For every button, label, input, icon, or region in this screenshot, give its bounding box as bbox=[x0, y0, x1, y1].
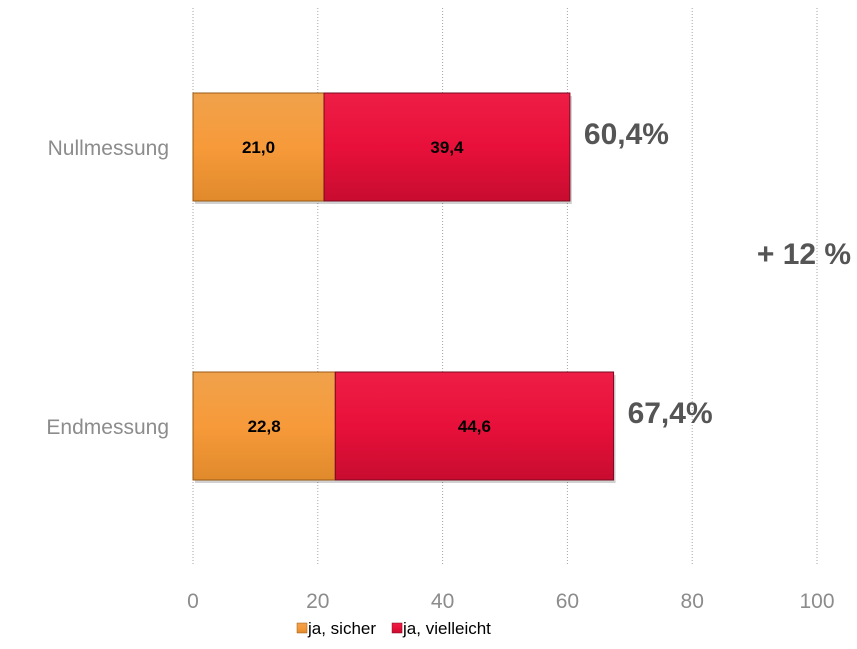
change-annotation: + 12 % bbox=[757, 238, 851, 271]
bars bbox=[192, 92, 616, 483]
legend-label: ja, vielleicht bbox=[402, 619, 491, 638]
bar-value-label: 21,0 bbox=[242, 138, 275, 157]
chart-labels: 0 20 40 60 80 100 21,0 39,4 Nullmessung 60,4% 22,8… bbox=[46, 118, 834, 613]
bar-value-label: 22,8 bbox=[248, 417, 281, 436]
bar-segment bbox=[334, 371, 615, 481]
x-tick-label: 0 bbox=[187, 590, 199, 613]
bar-value-label: 44,6 bbox=[458, 417, 491, 436]
category-label: Nullmessung bbox=[48, 137, 169, 160]
x-tick-label: 20 bbox=[306, 590, 329, 613]
x-tick-label: 40 bbox=[431, 590, 454, 613]
legend-label: ja, sicher bbox=[307, 619, 376, 638]
legend-swatch bbox=[296, 622, 308, 634]
legend: ja, sicher ja, vielleicht bbox=[296, 619, 491, 638]
category-label: Endmessung bbox=[46, 416, 169, 439]
x-tick-label: 100 bbox=[799, 590, 834, 613]
bar-segment bbox=[192, 92, 325, 202]
bar-total-label: 67,4% bbox=[628, 397, 713, 430]
x-tick-label: 60 bbox=[556, 590, 579, 613]
x-tick-label: 80 bbox=[681, 590, 704, 613]
legend-swatch bbox=[391, 622, 403, 634]
bar-segment bbox=[323, 92, 571, 202]
bar-segment bbox=[192, 371, 336, 481]
bar-value-label: 39,4 bbox=[430, 138, 464, 157]
bar-total-label: 60,4% bbox=[584, 118, 669, 151]
